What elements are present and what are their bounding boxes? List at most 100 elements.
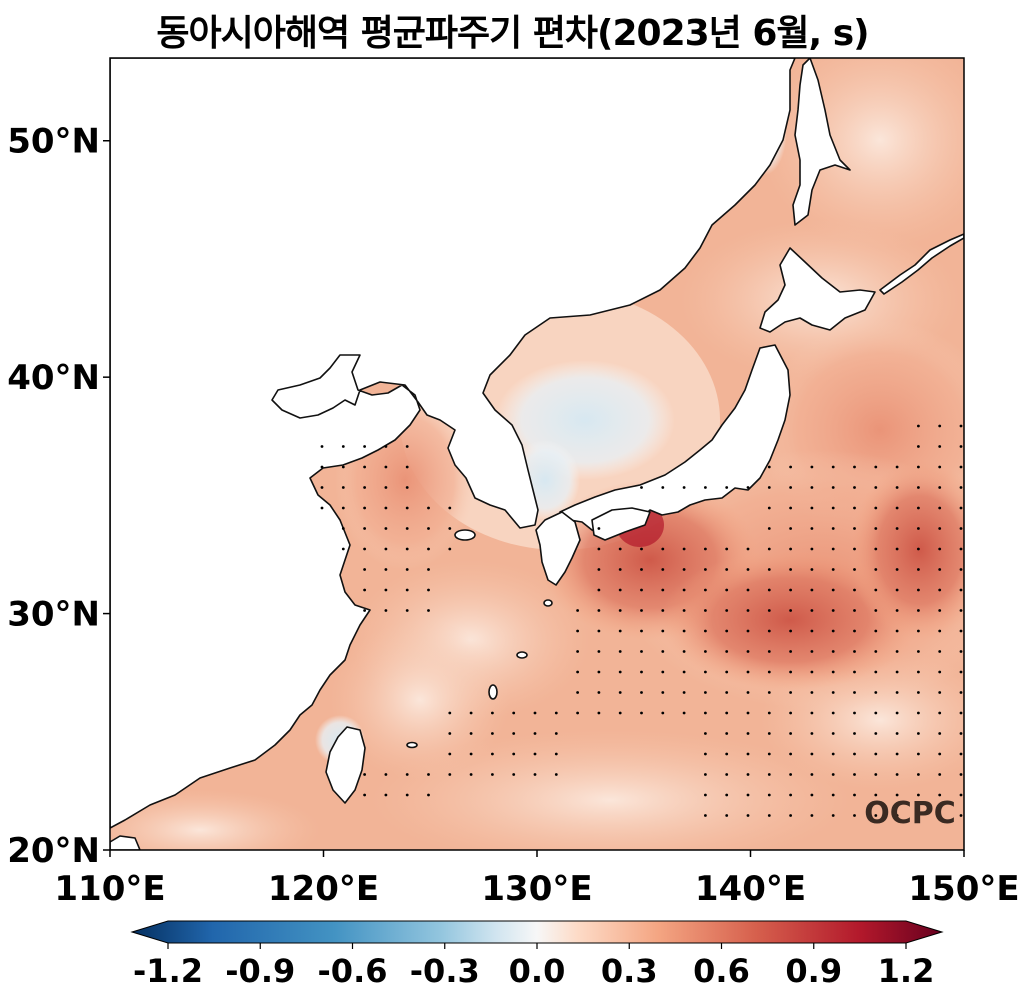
stipple-dot [874, 711, 878, 715]
stipple-dot [363, 506, 366, 510]
stipple-dot [704, 691, 707, 694]
stipple-dot [405, 486, 409, 489]
stipple-dot [725, 793, 729, 797]
stipple-dot [704, 732, 707, 735]
stipple-dot [917, 670, 920, 674]
stipple-dot [427, 568, 430, 571]
stipple-dot [810, 588, 814, 592]
stipple-dot [491, 773, 494, 776]
stipple-dot [853, 629, 856, 633]
stipple-dot [938, 506, 942, 510]
stipple-dot [959, 773, 963, 776]
stipple-dot [746, 547, 750, 551]
stipple-dot [810, 793, 814, 797]
stipple-dot [831, 609, 835, 612]
stipple-dot [917, 547, 920, 551]
stipple-dot [320, 465, 324, 469]
stipple-dot [938, 547, 942, 551]
stipple-dot [597, 588, 601, 592]
stipple-dot [405, 793, 409, 797]
land-hokkaido [759, 247, 876, 333]
stipple-dot [874, 547, 878, 551]
stipple-dot [512, 732, 516, 735]
stipple-dot [320, 506, 324, 510]
stipple-dot [917, 793, 920, 797]
stipple-dot [704, 793, 707, 797]
stipple-dot [704, 752, 707, 756]
stipple-dot [874, 506, 878, 510]
stipple-dot [917, 465, 920, 469]
stipple-dot [959, 691, 963, 694]
stipple-dot [725, 486, 729, 489]
stipple-dot [810, 506, 814, 510]
stipple-dot [746, 732, 750, 735]
stipple-dot [427, 588, 430, 592]
stipple-dot [874, 465, 878, 469]
colorbar-tick-label: 0.9 [785, 952, 842, 990]
stipple-dot [746, 793, 750, 797]
stipple-dot [512, 752, 516, 756]
stipple-dot [831, 773, 835, 776]
stipple-dot [789, 650, 792, 653]
stipple-dot [682, 609, 686, 612]
colorbar-tick-label: 0.6 [693, 952, 750, 990]
stipple-dot [448, 732, 452, 735]
stipple-dot [917, 588, 920, 592]
stipple-dot [831, 465, 835, 469]
stipple-dot [597, 527, 601, 530]
stipple-dot [448, 773, 452, 776]
stipple-dot [959, 793, 963, 797]
stipple-dot [917, 445, 920, 448]
stipple-dot [853, 732, 856, 735]
stipple-dot [767, 609, 771, 612]
stipple-dot [725, 691, 729, 694]
stipple-dot [725, 752, 729, 756]
stipple-dot [831, 732, 835, 735]
stipple-dot [917, 773, 920, 776]
stipple-dot [938, 527, 942, 530]
stipple-dot [895, 629, 899, 633]
stipple-dot [874, 568, 878, 571]
stipple-dot [746, 568, 750, 571]
stipple-dot [959, 527, 963, 530]
stipple-dot [810, 814, 814, 817]
stipple-dot [405, 547, 409, 551]
stipple-dot [405, 609, 409, 612]
stipple-dot [767, 588, 771, 592]
stipple-dot [917, 732, 920, 735]
stipple-dot [917, 752, 920, 756]
stipple-dot [618, 629, 622, 633]
stipple-dot [789, 711, 792, 715]
stipple-dot [767, 752, 771, 756]
stipple-dot [405, 445, 409, 448]
stipple-dot [427, 793, 430, 797]
stipple-dot [938, 732, 942, 735]
stipple-dot [704, 814, 707, 817]
stipple-dot [363, 547, 366, 551]
colorbar-body [130, 920, 944, 944]
stipple-dot [938, 793, 942, 797]
stipple-dot [789, 568, 792, 571]
stipple-dot [767, 814, 771, 817]
stipple-dot [512, 773, 516, 776]
stipple-dot [363, 773, 366, 776]
stipple-dot [384, 773, 388, 776]
stipple-dot [810, 609, 814, 612]
stipple-dot [597, 609, 601, 612]
stipple-dot [405, 465, 409, 469]
stipple-dot [959, 465, 963, 469]
stipple-dot [789, 732, 792, 735]
stipple-dot [363, 465, 366, 469]
stipple-dot [704, 547, 707, 551]
stipple-dot [320, 486, 324, 489]
stipple-dot [874, 527, 878, 530]
stipple-dot [405, 506, 409, 510]
stipple-dot [661, 568, 665, 571]
stipple-dot [661, 711, 665, 715]
land-layer [110, 58, 964, 850]
stipple-dot [874, 486, 878, 489]
stipple-dot [469, 773, 473, 776]
stipple-dot [384, 486, 388, 489]
longitude-axis: 110°E 120°E 130°E 140°E 150°E [54, 850, 1020, 909]
